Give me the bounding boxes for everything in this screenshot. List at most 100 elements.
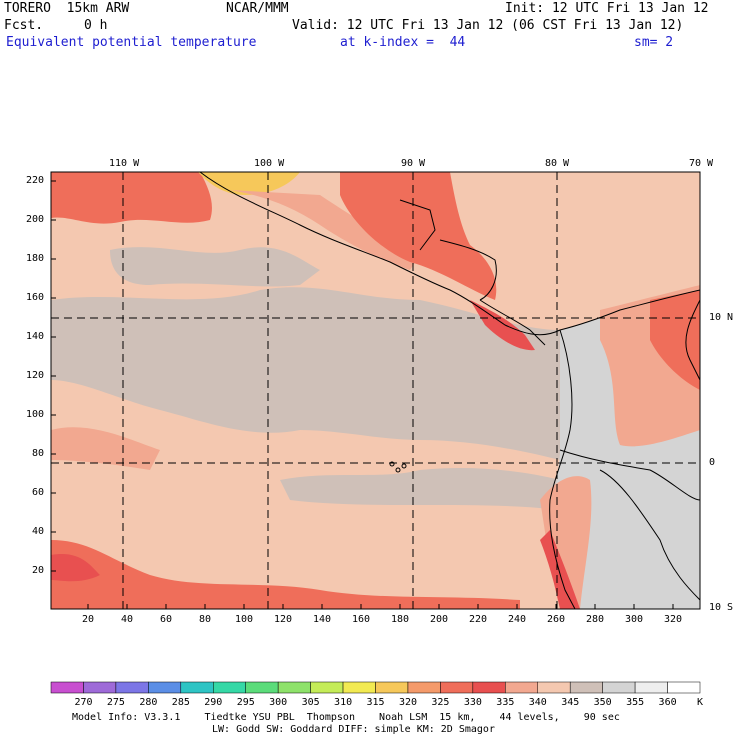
red-peru-coast — [540, 530, 580, 609]
colorbar-value: 305 — [301, 697, 320, 708]
colorbar-value: 330 — [463, 697, 482, 708]
colorbar-swatch — [602, 681, 636, 694]
colorbar-value: 350 — [593, 697, 612, 708]
field-name: Equivalent potential temperature — [6, 35, 257, 50]
y-tick-label: 140 — [26, 331, 45, 342]
y-tick-label: 60 — [32, 487, 45, 498]
x-tick-label: 160 — [352, 614, 371, 625]
red-venezuela — [650, 290, 700, 390]
colorbar-value: 345 — [561, 697, 580, 708]
plot-frame — [50, 171, 701, 610]
colorbar-swatch — [440, 681, 474, 694]
model-info: Model Info: V3.3.1 Tiedtke YSU PBL Thomp… — [72, 712, 620, 723]
y-tick-label: 100 — [26, 409, 45, 420]
x-tick-label: 240 — [508, 614, 527, 625]
colorbar-swatch — [569, 681, 603, 694]
physics-info: LW: Godd SW: Goddard DIFF: simple KM: 2D… — [212, 724, 495, 735]
x-tick-label: 100 — [235, 614, 254, 625]
lat-label: 10 N — [709, 312, 734, 323]
x-tick-label: 20 — [82, 614, 95, 625]
colorbar-value: 325 — [431, 697, 450, 708]
x-tick-label: 300 — [625, 614, 644, 625]
y-tick-label: 80 — [32, 448, 45, 459]
colorbar-swatch — [180, 681, 214, 694]
colorbar-swatch — [375, 681, 409, 694]
y-tick-label: 120 — [26, 370, 45, 381]
colorbar-value: 335 — [496, 697, 515, 708]
colorbar — [50, 681, 701, 694]
smooth-label: sm= 2 — [634, 35, 674, 50]
colorbar-swatch — [277, 681, 311, 694]
temperature-field — [51, 172, 700, 609]
y-tick-marks — [51, 180, 56, 572]
colorbar-swatch — [148, 681, 182, 694]
colorbar-value: 295 — [236, 697, 255, 708]
salmon-w-patch — [51, 427, 160, 470]
lat-label: 0 — [709, 457, 716, 468]
fcst-value: 0 h — [84, 18, 108, 33]
colorbar-swatch — [245, 681, 279, 694]
colorbar-swatch — [115, 681, 149, 694]
x-tick-label: 80 — [199, 614, 212, 625]
fcst-label: Fcst. — [4, 18, 44, 33]
colorbar-swatch — [83, 681, 117, 694]
red-sw-inner — [51, 554, 100, 582]
level-label: at k-index = 44 — [340, 35, 466, 50]
red-nw — [51, 172, 212, 224]
org-label: NCAR/MMM — [226, 1, 289, 16]
colorbar-swatch — [213, 681, 246, 694]
colorbar-value: 275 — [106, 697, 125, 708]
x-tick-label: 120 — [274, 614, 293, 625]
x-tick-label: 260 — [547, 614, 566, 625]
colorbar-value: 340 — [528, 697, 547, 708]
colorbar-swatch — [537, 681, 571, 694]
colorbar-swatch — [342, 681, 376, 694]
x-tick-label: 200 — [430, 614, 449, 625]
lon-label: 70 W — [689, 158, 714, 169]
colorbar-value: 355 — [626, 697, 645, 708]
red-central-america — [340, 172, 497, 300]
grey-band-central — [51, 287, 560, 460]
colorbar-value: 280 — [139, 697, 158, 708]
colorbar-swatch — [472, 681, 506, 694]
colorbar-value: 320 — [398, 697, 417, 708]
x-tick-label: 180 — [391, 614, 410, 625]
y-tick-label: 40 — [32, 526, 45, 537]
red-sw — [51, 540, 520, 609]
y-tick-label: 160 — [26, 292, 45, 303]
salmon-mexico-coast — [230, 190, 420, 270]
colorbar-swatch — [505, 681, 538, 694]
init-time: Init: 12 UTC Fri 13 Jan 12 — [505, 1, 709, 16]
x-tick-label: 280 — [586, 614, 605, 625]
colorbar-value: 310 — [334, 697, 353, 708]
x-tick-label: 140 — [313, 614, 332, 625]
grey-band-south — [280, 468, 560, 510]
coastlines — [199, 172, 700, 609]
x-tick-label: 60 — [160, 614, 173, 625]
y-tick-label: 200 — [26, 214, 45, 225]
colorbar-swatch — [310, 681, 344, 694]
colorbar-swatch — [634, 681, 668, 694]
x-tick-label: 40 — [121, 614, 134, 625]
x-tick-label: 220 — [469, 614, 488, 625]
y-tick-label: 180 — [26, 253, 45, 264]
colorbar-swatch — [667, 681, 701, 694]
colorbar-value: 300 — [269, 697, 288, 708]
valid-time: Valid: 12 UTC Fri 13 Jan 12 (06 CST Fri … — [292, 18, 684, 33]
colorbar-unit: K — [697, 697, 704, 708]
x-tick-marks — [87, 604, 674, 609]
colorbar-value: 270 — [74, 697, 93, 708]
yellow-nw — [198, 172, 300, 195]
grey-patch-north — [110, 247, 320, 287]
x-tick-label: 320 — [664, 614, 683, 625]
model-title: TORERO 15km ARW — [4, 1, 130, 16]
lat-label: 10 S — [709, 602, 734, 613]
lon-label: 100 W — [254, 158, 285, 169]
colorbar-value: 315 — [366, 697, 385, 708]
colorbar-value: 290 — [204, 697, 223, 708]
lon-label: 80 W — [545, 158, 570, 169]
y-tick-label: 20 — [32, 565, 45, 576]
colorbar-swatch — [407, 681, 441, 694]
colorbar-swatch — [50, 681, 84, 694]
